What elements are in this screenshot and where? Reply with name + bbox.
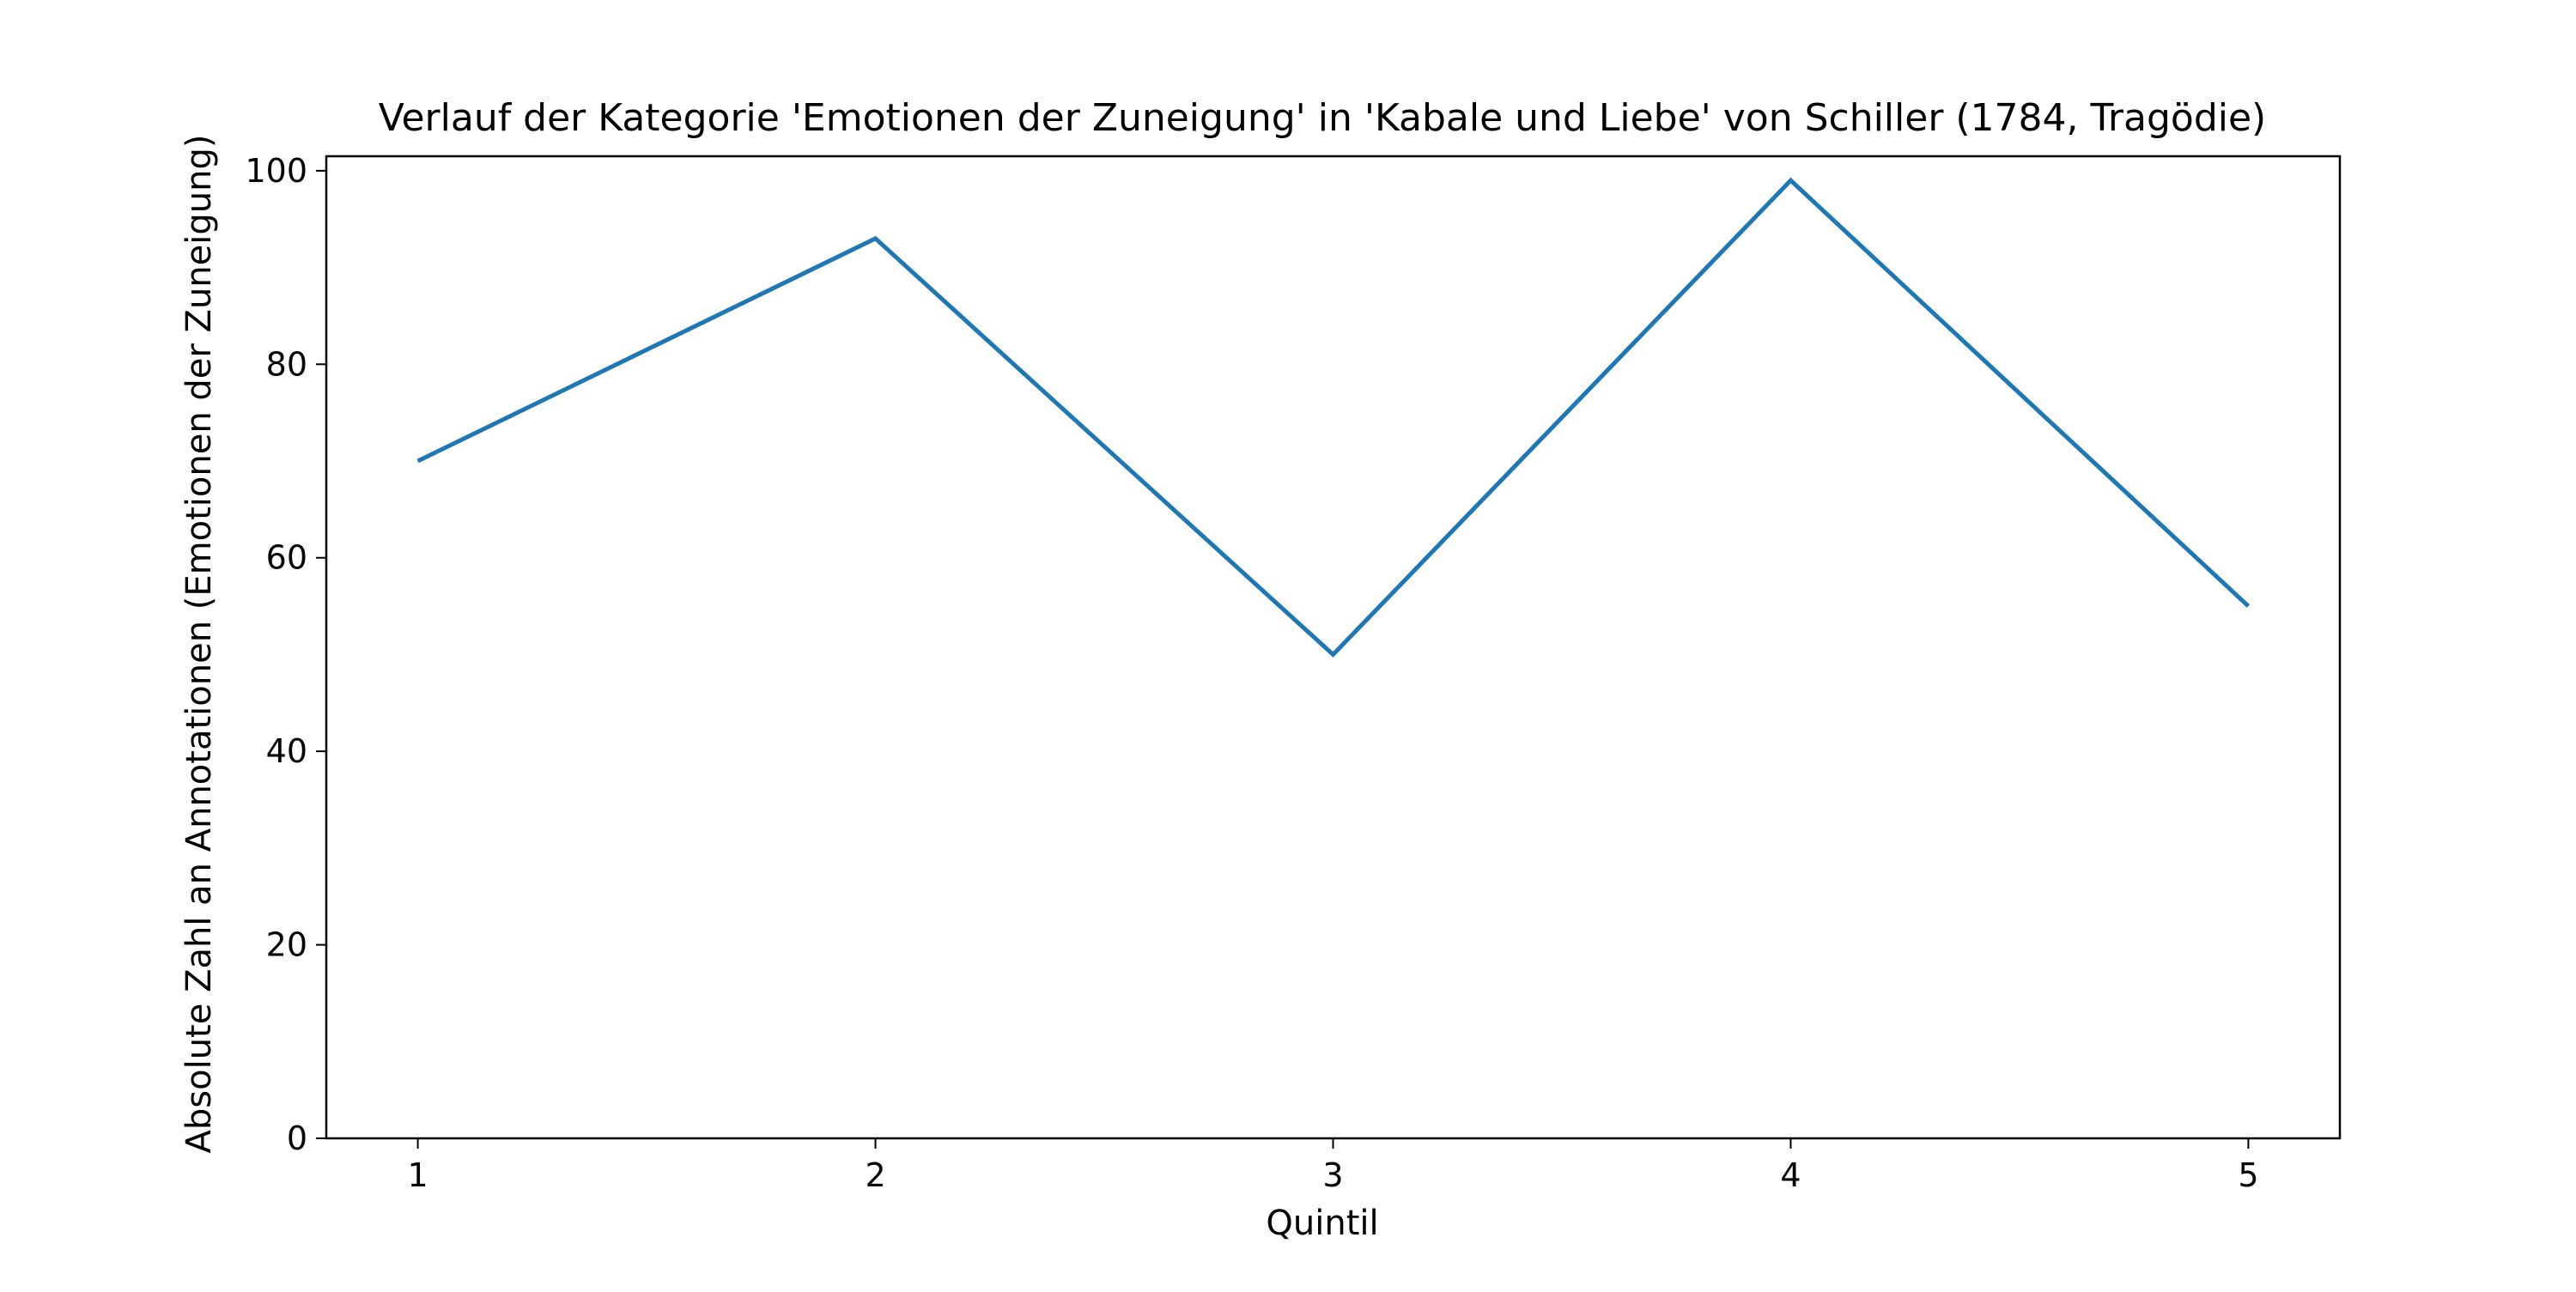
y-tick-label: 0 [287,1119,307,1157]
y-axis-label: Absolute Zahl an Annotationen (Emotionen… [179,135,219,1154]
y-tick-label: 40 [266,732,307,770]
x-tick-label: 4 [1780,1156,1801,1194]
x-tick-label: 5 [2238,1156,2258,1194]
plot-area: 0 20 40 60 80 100 1 2 3 4 5 [245,152,2340,1194]
x-tick-label: 3 [1322,1156,1343,1194]
plot-frame [326,156,2340,1138]
chart-title: Verlauf der Kategorie 'Emotionen der Zun… [379,96,2266,140]
y-tick-label: 80 [266,345,307,383]
y-tick-label: 60 [266,539,307,577]
y-tick-label: 100 [245,152,307,190]
y-tick-label: 20 [266,926,307,964]
x-tick-label: 1 [407,1156,428,1194]
series-line [418,180,2249,654]
x-tick-label: 2 [865,1156,885,1194]
x-axis-label: Quintil [1266,1204,1378,1243]
